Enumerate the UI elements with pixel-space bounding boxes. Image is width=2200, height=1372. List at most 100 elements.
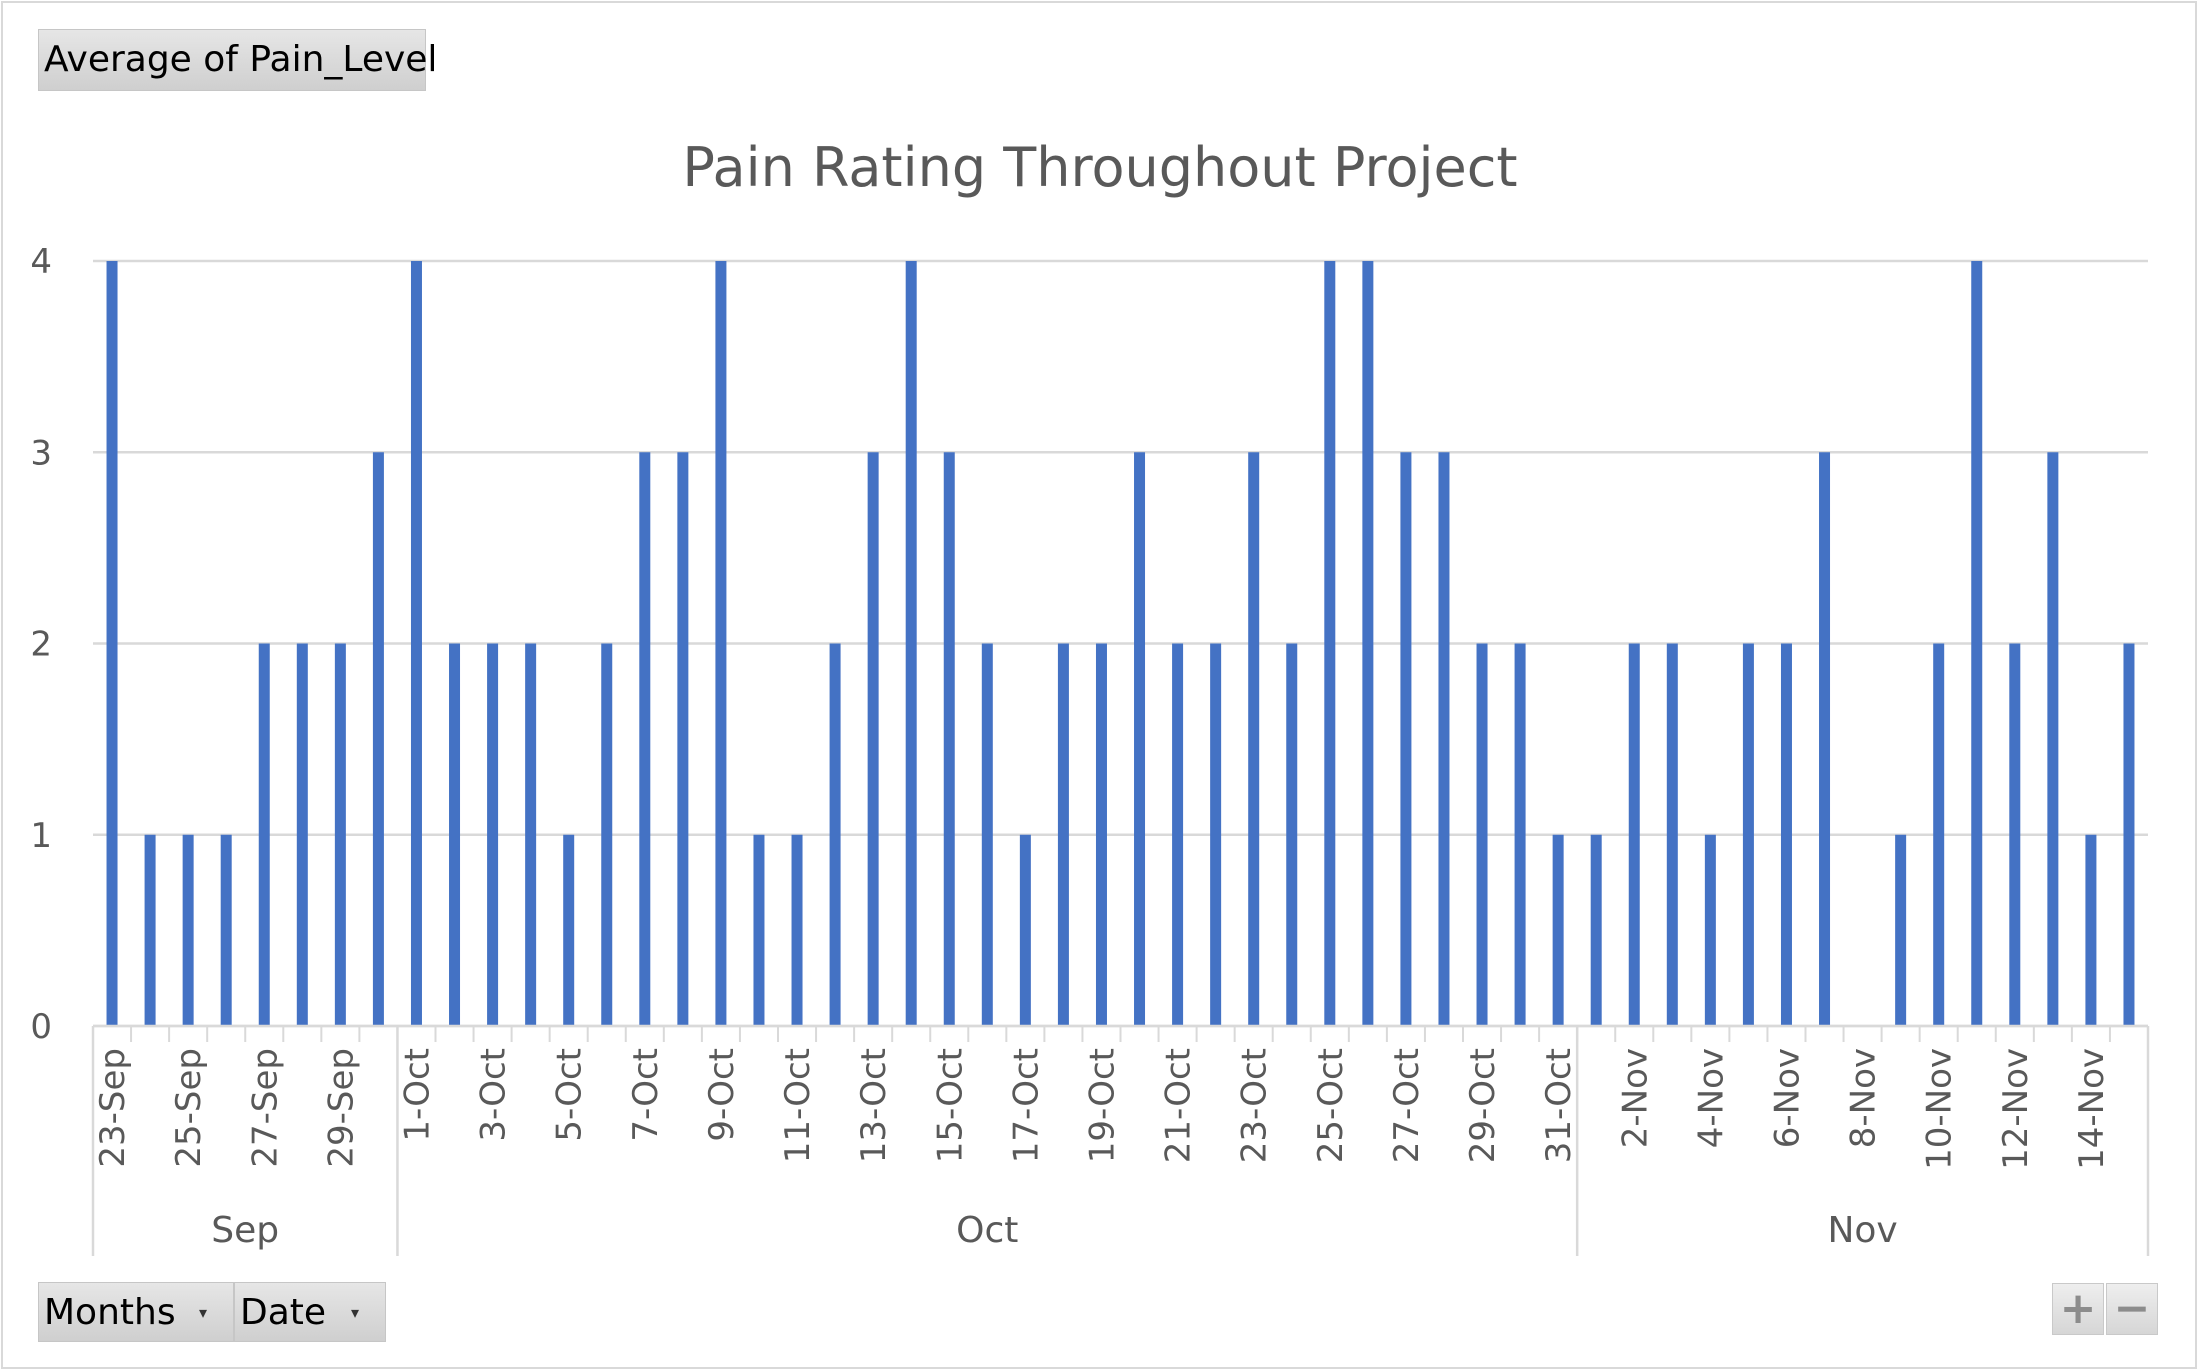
x-tick-label: 21-Oct [1159,1048,1199,1163]
bar-1-Nov [1590,834,1602,1026]
bar-11-Oct [791,834,803,1026]
bar-3-Oct [487,643,499,1026]
chart-title: Pain Rating Throughout Project [682,136,1517,199]
x-tick-label: 2-Nov [1615,1048,1655,1148]
bar-15-Oct [943,452,955,1026]
month-group-label: Oct [956,1210,1018,1251]
bar-31-Oct [1552,834,1564,1026]
bar-23-Oct [1248,452,1260,1026]
x-tick-label: 4-Nov [1691,1048,1731,1148]
bar-25-Oct [1324,261,1336,1026]
bar-16-Oct [981,643,993,1026]
bar-5-Oct [563,834,575,1026]
bar-19-Oct [1095,643,1107,1026]
bar-12-Nov [2009,643,2021,1026]
bar-27-Oct [1400,452,1412,1026]
x-tick-label: 6-Nov [1767,1048,1807,1148]
x-tick-label: 17-Oct [1006,1048,1046,1163]
x-tick-label: 14-Nov [2072,1048,2112,1170]
y-tick-label: 2 [30,625,52,665]
bar-10-Oct [753,834,765,1026]
x-axis: 23-Sep 25-Sep 27-Sep 29-Sep 1-Oct 3-Oct 5-Oct 7… [91,1024,2150,1256]
bar-14-Oct [905,261,917,1026]
bar-9-Oct [715,261,727,1026]
bar-17-Oct [1019,834,1031,1026]
x-tick-label: 12-Nov [1996,1048,2036,1170]
bar-20-Oct [1134,452,1146,1026]
bar-7-Oct [639,452,651,1026]
bar-18-Oct [1057,643,1069,1026]
date-dropdown-icon[interactable]: ▾ [351,1303,360,1322]
month-group-label: Sep [211,1210,279,1251]
date-field-button[interactable]: Date ▾ [234,1282,386,1342]
bar-27-Sep [258,643,270,1026]
months-dropdown-icon[interactable]: ▾ [199,1303,208,1322]
bar-8-Oct [677,452,689,1026]
bar-23-Sep [106,261,118,1026]
x-tick-label: 31-Oct [1539,1048,1579,1163]
bar-25-Sep [182,834,194,1026]
bars [106,261,2135,1026]
bar-14-Nov [2085,834,2097,1026]
x-tick-label: 3-Oct [474,1048,514,1142]
bar-12-Oct [829,643,841,1026]
x-tick-label: 19-Oct [1082,1048,1122,1163]
y-axis-ticks: 0 1 2 3 4 [30,242,52,1047]
bar-6-Oct [601,643,613,1026]
bar-22-Oct [1210,643,1222,1026]
y-tick-label: 3 [30,433,52,473]
bar-29-Oct [1476,643,1488,1026]
zoom-in-button[interactable]: + [2052,1283,2104,1335]
bar-30-Oct [1514,643,1526,1026]
bar-9-Nov [1895,834,1907,1026]
x-tick-label: 29-Oct [1463,1048,1503,1163]
bar-2-Oct [449,643,461,1026]
bar-13-Nov [2047,452,2059,1026]
x-tick-label: 8-Nov [1844,1048,1884,1148]
months-field-label: Months [44,1292,176,1333]
bar-15-Nov [2123,643,2135,1026]
x-tick-label: 15-Oct [930,1048,970,1163]
x-tick-label: 11-Oct [778,1048,818,1163]
y-tick-label: 4 [30,242,52,282]
bar-5-Nov [1742,643,1754,1026]
bar-13-Oct [867,452,879,1026]
bar-1-Oct [410,261,422,1026]
x-tick-label: 23-Oct [1235,1048,1275,1163]
bar-24-Oct [1286,643,1298,1026]
zoom-out-button[interactable]: − [2106,1283,2158,1335]
bar-3-Nov [1666,643,1678,1026]
bar-30-Sep [372,452,384,1026]
x-tick-label: 25-Sep [169,1048,209,1168]
x-tick-label: 5-Oct [550,1048,590,1142]
bar-26-Oct [1362,261,1374,1026]
bar-4-Nov [1704,834,1716,1026]
bar-26-Sep [220,834,232,1026]
value-field-label: Average of Pain_Level [44,39,438,80]
bar-11-Nov [1971,261,1983,1026]
bar-24-Sep [144,834,156,1026]
x-tick-label: 7-Oct [626,1048,666,1142]
bar-7-Nov [1819,452,1831,1026]
bar-10-Nov [1933,643,1945,1026]
gridlines [93,259,2148,1028]
date-field-label: Date [240,1292,327,1333]
x-tick-label: 1-Oct [397,1048,437,1142]
months-field-button[interactable]: Months ▾ [38,1282,234,1342]
y-tick-label: 1 [30,816,52,856]
x-tick-label: 13-Oct [854,1048,894,1163]
y-tick-label: 0 [30,1007,52,1047]
month-group-label: Nov [1827,1210,1897,1251]
x-tick-label: 23-Sep [93,1048,133,1168]
bar-28-Oct [1438,452,1450,1026]
bar-29-Sep [334,643,346,1026]
value-field-button[interactable]: Average of Pain_Level [38,29,437,91]
x-tick-label: 27-Oct [1387,1048,1427,1163]
x-tick-label: 29-Sep [321,1048,361,1168]
bar-4-Oct [525,643,537,1026]
bar-6-Nov [1780,643,1792,1026]
bar-28-Sep [296,643,308,1026]
bar-21-Oct [1172,643,1184,1026]
x-tick-label: 25-Oct [1311,1048,1351,1163]
